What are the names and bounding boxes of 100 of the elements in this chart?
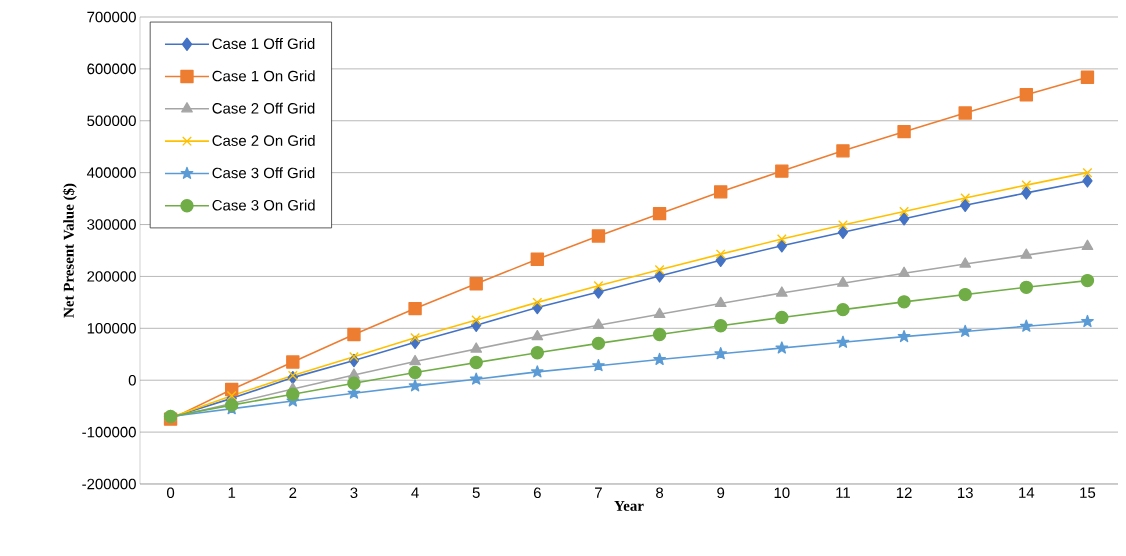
point: [347, 327, 361, 342]
point: [530, 252, 545, 267]
point: [1020, 248, 1033, 259]
legend-label: Case 2 Off Grid: [212, 102, 315, 114]
x-tick-label: 11: [836, 487, 850, 498]
point: [653, 307, 666, 319]
legend-label: Case 3 Off Grid: [212, 167, 315, 179]
legend-label: Case 2 On Grid: [212, 134, 315, 146]
x-tick-label: 2: [289, 487, 297, 498]
y-axis-title: Net Present Value ($): [62, 183, 77, 318]
x-tick-label: 10: [774, 487, 790, 499]
x-tick-label: 13: [958, 487, 973, 499]
legend-label: Case 3 On Grid: [212, 199, 315, 211]
point: [776, 234, 787, 245]
point: [409, 354, 421, 366]
point: [593, 280, 604, 291]
point: [286, 355, 300, 369]
point: [471, 315, 482, 325]
point: [959, 257, 972, 268]
x-tick-label: 3: [350, 487, 358, 499]
y-tick-label: 700000: [87, 11, 136, 23]
point: [653, 352, 666, 365]
point: [775, 164, 789, 178]
legend-label: Case 1 Off Grid: [212, 38, 315, 50]
point: [898, 212, 910, 226]
x-tick-label: 8: [656, 487, 664, 499]
point: [226, 390, 237, 401]
x-axis-title: Year: [614, 500, 644, 511]
point: [652, 327, 667, 342]
point: [349, 351, 359, 362]
point: [1081, 314, 1094, 328]
point: [775, 341, 789, 354]
x-tick-label: 6: [533, 487, 541, 499]
point: [532, 297, 543, 308]
point: [287, 370, 298, 381]
point: [469, 277, 483, 291]
point: [836, 144, 850, 158]
y-tick-label: 400000: [86, 167, 136, 178]
point: [897, 295, 911, 309]
point: [347, 376, 361, 391]
point: [1019, 88, 1034, 102]
point: [408, 365, 422, 380]
point: [776, 239, 788, 253]
point: [470, 342, 483, 353]
y-tick-label: 0: [128, 374, 136, 386]
point: [958, 287, 972, 302]
point: [1019, 280, 1034, 295]
x-tick-label: 9: [717, 487, 725, 499]
point: [1021, 186, 1032, 200]
point: [592, 358, 605, 372]
point: [897, 329, 911, 343]
point: [898, 266, 910, 278]
point: [469, 355, 483, 370]
point: [958, 324, 972, 337]
x-tick-label: 14: [1019, 487, 1035, 498]
point: [1082, 167, 1093, 178]
y-tick-label: -100000: [82, 426, 136, 438]
y-tick-label: 500000: [87, 115, 136, 127]
point: [714, 296, 727, 308]
point: [654, 264, 665, 275]
point: [960, 193, 971, 204]
point: [714, 347, 728, 360]
point: [897, 124, 911, 139]
point: [836, 335, 850, 348]
y-tick-label: 300000: [87, 219, 136, 230]
point: [838, 220, 848, 230]
point: [591, 336, 606, 351]
point: [775, 310, 789, 325]
point: [714, 319, 728, 333]
x-tick-label: 4: [411, 487, 419, 498]
point: [960, 198, 971, 213]
point: [1082, 174, 1093, 188]
x-tick-label: 15: [1080, 487, 1096, 498]
point: [715, 249, 726, 260]
x-tick-label: 0: [166, 487, 175, 499]
point: [899, 206, 910, 217]
point: [1080, 70, 1095, 84]
x-tick-label: 12: [896, 487, 912, 498]
point: [530, 365, 544, 378]
legend-label: Case 1 On Grid: [212, 70, 315, 82]
y-tick-label: -200000: [82, 478, 136, 490]
point: [225, 398, 239, 412]
point: [591, 229, 606, 243]
point: [286, 387, 300, 401]
point: [958, 106, 972, 120]
point: [1019, 319, 1033, 332]
point: [775, 286, 788, 297]
point: [408, 379, 422, 392]
point: [1021, 180, 1032, 191]
point: [531, 329, 544, 341]
x-tick-label: 5: [472, 487, 480, 498]
x-tick-label: 1: [228, 487, 236, 498]
y-tick-label: 600000: [87, 63, 136, 75]
point: [410, 332, 421, 343]
point: [408, 301, 422, 316]
point: [714, 185, 728, 199]
point: [530, 346, 545, 360]
point: [837, 276, 849, 287]
point: [836, 302, 850, 317]
point: [469, 372, 483, 385]
